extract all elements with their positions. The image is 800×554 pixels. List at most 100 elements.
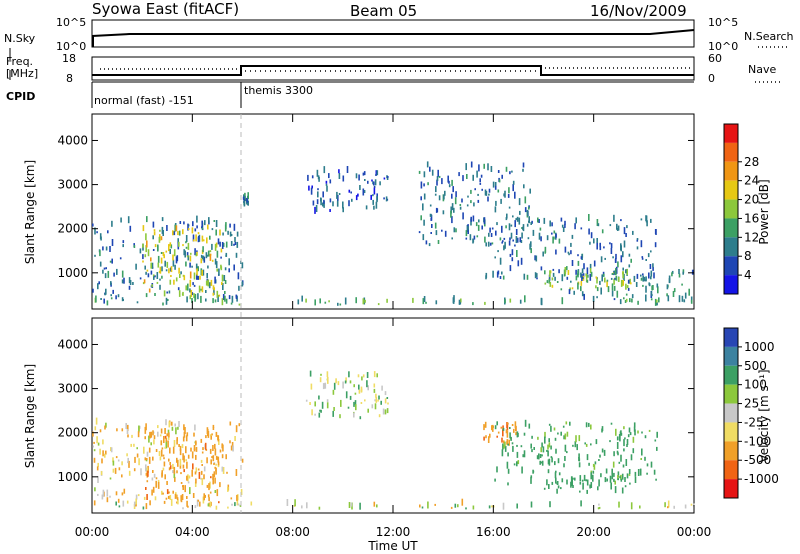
echo-cell: [494, 182, 497, 186]
echo-cell: [516, 444, 518, 447]
echo-cell: [318, 412, 321, 418]
echo-cell: [359, 502, 361, 510]
echo-cell: [96, 436, 98, 444]
echo-cell: [534, 272, 537, 279]
echo-cell: [187, 242, 190, 250]
velocity-plot-frame: [91, 317, 695, 514]
echo-cell: [183, 249, 185, 256]
echo-cell: [596, 242, 598, 250]
echo-cell: [603, 273, 605, 277]
echo-cell: [176, 457, 178, 463]
echo-cell: [213, 220, 216, 222]
echo-cell: [542, 251, 544, 257]
echo-cell: [135, 498, 137, 506]
echo-cell: [626, 473, 629, 479]
echo-cell: [234, 242, 237, 245]
echo-cell: [189, 262, 191, 268]
echo-cell: [570, 481, 572, 488]
echo-cell: [179, 274, 181, 278]
echo-cell: [145, 472, 148, 476]
echo-cell: [224, 295, 226, 302]
echo-cell: [628, 473, 631, 476]
echo-cell: [595, 439, 598, 445]
echo-cell: [479, 182, 482, 185]
echo-cell: [373, 371, 376, 378]
echo-cell: [321, 401, 324, 409]
echo-cell: [212, 292, 215, 296]
echo-cell: [168, 421, 171, 428]
echo-cell: [457, 504, 459, 508]
echo-cell: [215, 469, 217, 472]
echo-cell: [168, 268, 170, 274]
echo-cell: [564, 456, 566, 461]
echo-cell: [207, 503, 210, 507]
echo-cell: [582, 273, 585, 278]
echo-cell: [531, 220, 533, 224]
echo-cell: [579, 490, 581, 493]
echo-cell: [554, 437, 557, 441]
echo-cell: [451, 179, 453, 186]
echo-cell: [442, 210, 445, 215]
echo-cell: [580, 500, 582, 507]
echo-cell: [142, 225, 145, 232]
echo-cell: [429, 166, 431, 172]
echo-cell: [649, 264, 652, 269]
echo-cell: [148, 288, 151, 293]
echo-cell: [366, 372, 369, 378]
echo-cell: [203, 466, 206, 472]
echo-cell: [183, 455, 185, 463]
echo-cell: [311, 175, 314, 179]
echo-cell: [503, 193, 505, 197]
echo-cell: [582, 482, 584, 490]
echo-cell: [211, 243, 213, 250]
echo-cell: [112, 289, 114, 294]
echo-cell: [571, 479, 573, 487]
echo-cell: [332, 410, 334, 417]
echo-cell: [169, 279, 172, 285]
echo-cell: [215, 431, 218, 437]
echo-cell: [186, 461, 188, 469]
echo-cell: [200, 438, 203, 443]
colorbar-tick-label: 4: [744, 268, 752, 282]
echo-cell: [100, 236, 102, 241]
echo-cell: [134, 456, 136, 463]
echo-cell: [530, 501, 533, 508]
echo-cell: [478, 164, 480, 172]
echo-cell: [189, 487, 191, 495]
power-colorbar-label: Power [dB]: [757, 179, 771, 244]
echo-cell: [363, 171, 366, 176]
freq-tick-high: 18: [62, 52, 76, 65]
cpid-mode-2: themis 3300: [244, 84, 313, 97]
echo-cell: [210, 435, 212, 440]
echo-cell: [106, 497, 109, 503]
echo-cell: [231, 442, 234, 447]
echo-cell: [623, 426, 625, 430]
echo-cell: [587, 274, 589, 278]
echo-cell: [326, 185, 328, 192]
echo-cell: [112, 457, 114, 463]
echo-cell: [496, 421, 498, 426]
echo-cell: [671, 270, 674, 274]
echo-cell: [178, 230, 181, 236]
echo-cell: [117, 498, 120, 503]
echo-cell: [169, 249, 171, 254]
echo-cell: [234, 502, 236, 507]
echo-cell: [186, 500, 188, 507]
echo-cell: [511, 170, 513, 173]
echo-cell: [434, 222, 437, 229]
echo-cell: [506, 439, 509, 446]
echo-cell: [176, 501, 178, 504]
echo-cell: [609, 475, 612, 483]
echo-cell: [616, 223, 618, 230]
echo-cell: [225, 254, 227, 257]
echo-cell: [529, 188, 531, 194]
echo-cell: [588, 462, 590, 466]
echo-cell: [601, 448, 604, 453]
echo-cell: [377, 399, 379, 402]
colorbar-swatch: [724, 460, 738, 480]
echo-cell: [641, 256, 644, 259]
echo-cell: [169, 495, 172, 500]
echo-cell: [536, 273, 538, 278]
cpid-label: CPID: [6, 90, 35, 103]
